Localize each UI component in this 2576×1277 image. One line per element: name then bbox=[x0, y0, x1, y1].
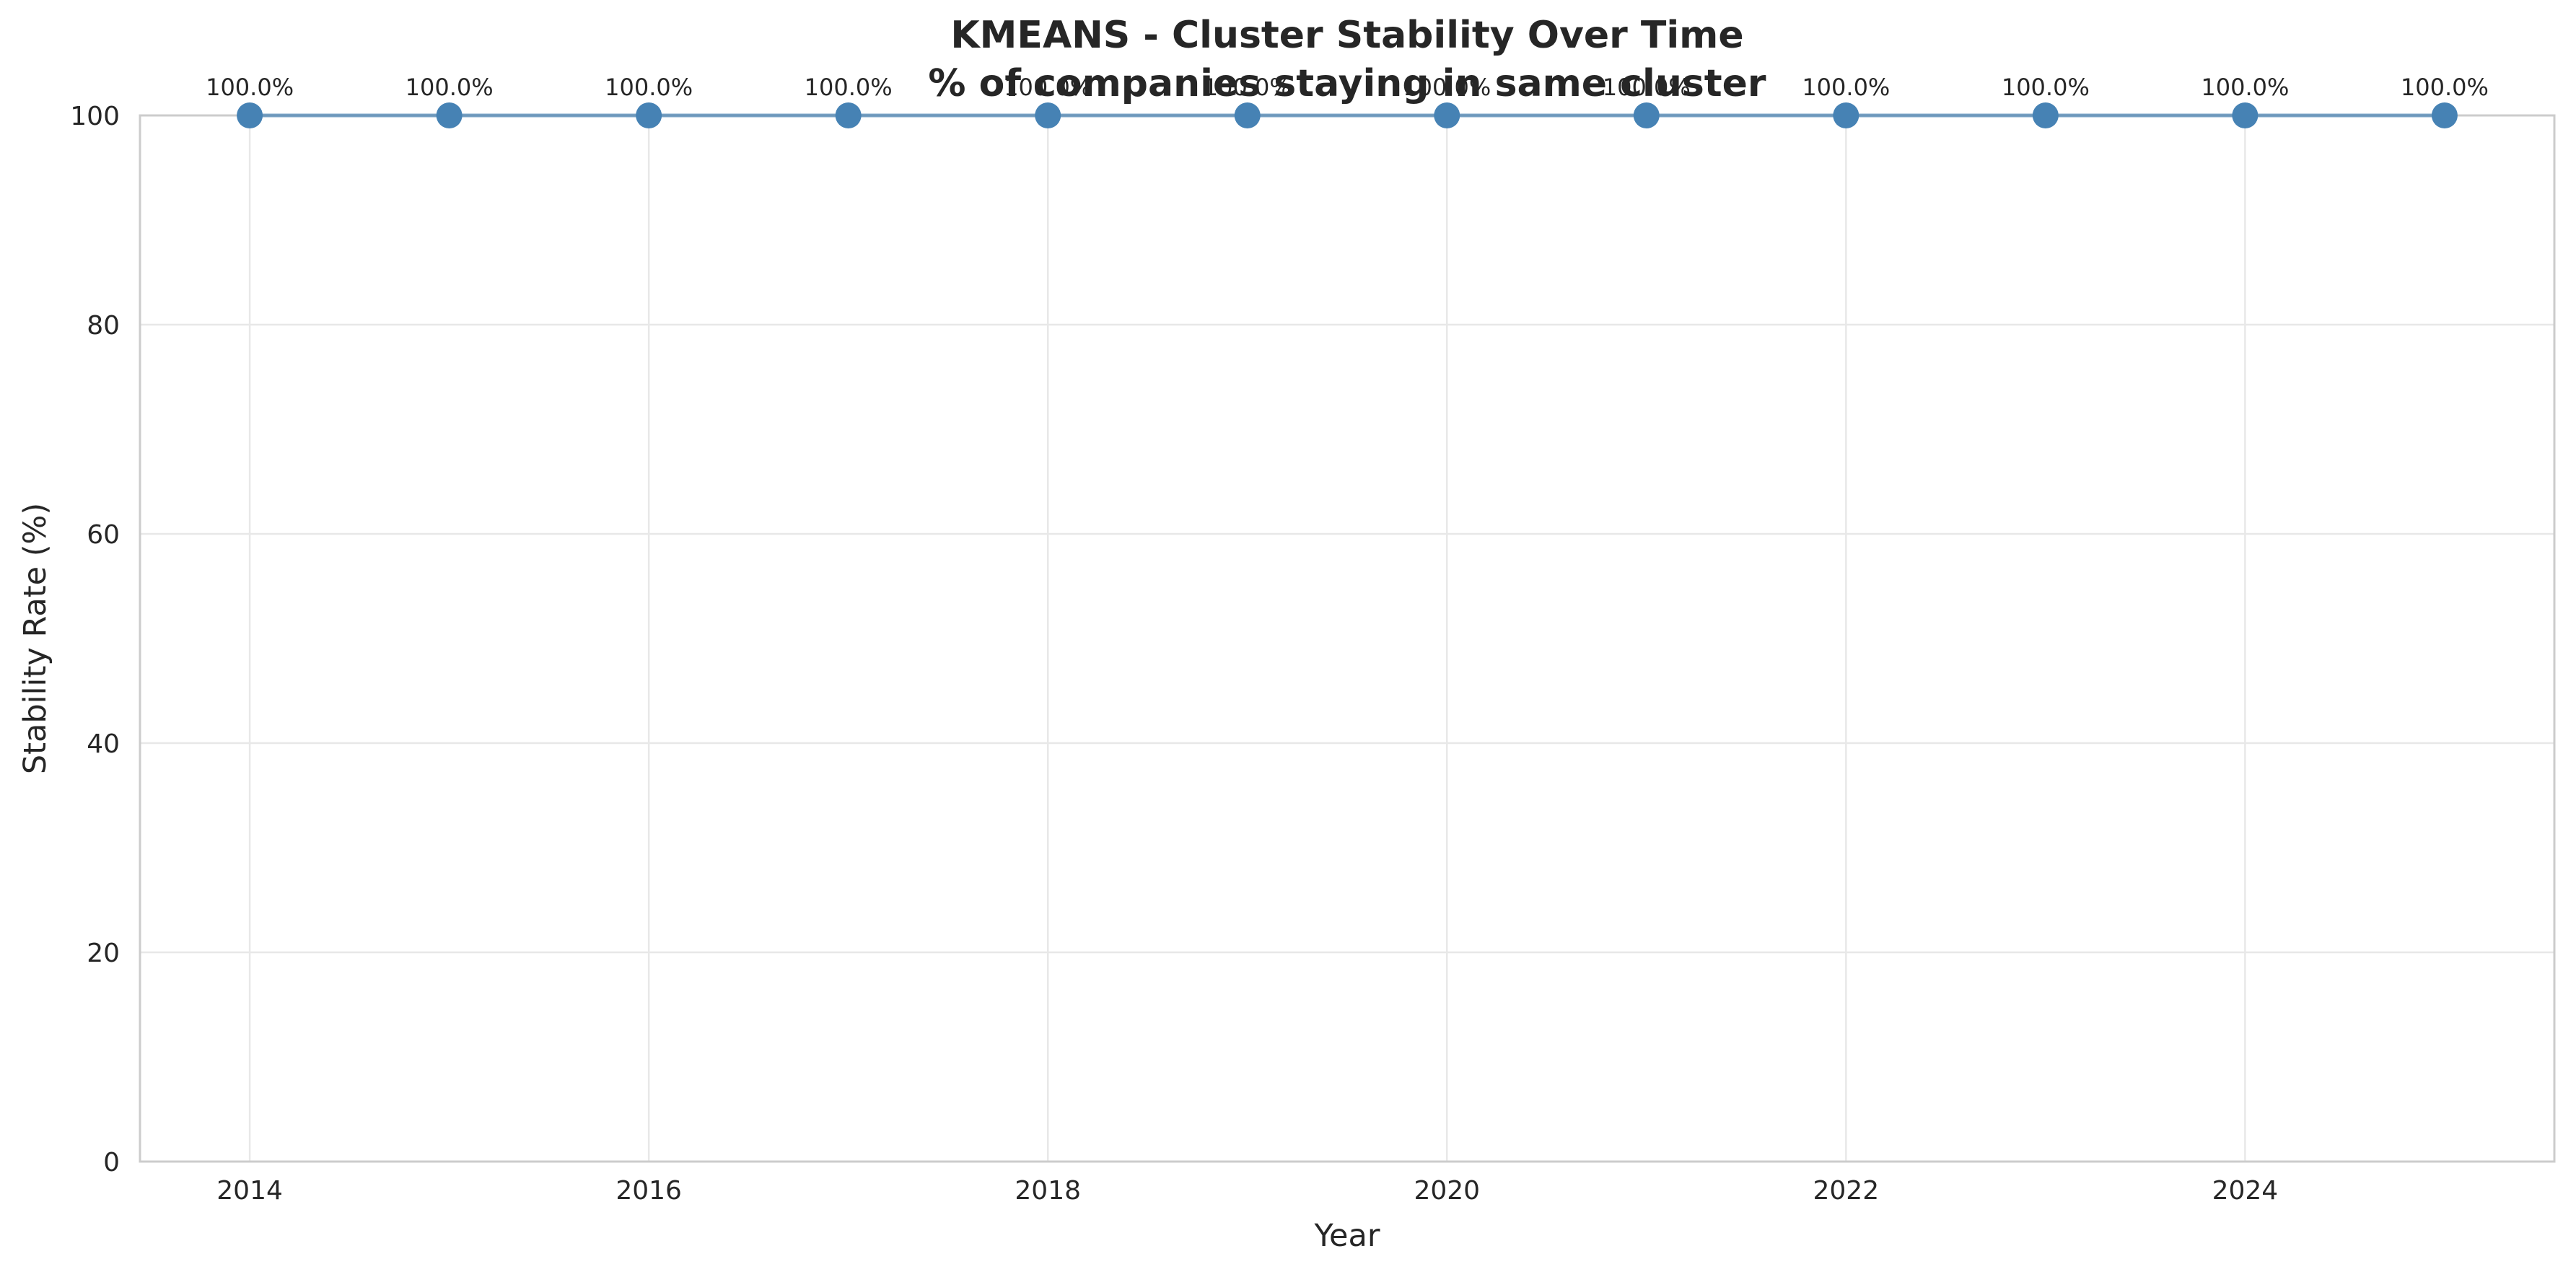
data-point bbox=[835, 102, 862, 128]
y-tick-label: 80 bbox=[87, 311, 120, 341]
data-point bbox=[1633, 102, 1660, 128]
x-tick-label: 2024 bbox=[2212, 1176, 2279, 1206]
data-label: 100.0% bbox=[1802, 74, 1890, 101]
data-label: 100.0% bbox=[1004, 74, 1092, 101]
data-point bbox=[2232, 102, 2259, 128]
x-axis-label: Year bbox=[1313, 1218, 1380, 1254]
data-point bbox=[1035, 102, 1061, 128]
data-label: 100.0% bbox=[406, 74, 494, 101]
data-point bbox=[237, 102, 263, 128]
y-tick-label: 0 bbox=[103, 1148, 120, 1177]
data-point bbox=[436, 102, 463, 128]
data-label: 100.0% bbox=[605, 74, 693, 101]
grid-layer bbox=[140, 114, 2554, 1163]
data-point bbox=[1234, 102, 1261, 128]
data-point bbox=[1833, 102, 1859, 128]
x-tick-label: 2016 bbox=[615, 1176, 682, 1206]
data-label: 100.0% bbox=[206, 74, 294, 101]
data-label-layer: 100.0% 100.0% 100.0% 100.0% 100.0% 100.0% 100.… bbox=[206, 74, 2489, 101]
data-label: 100.0% bbox=[1204, 74, 1292, 101]
data-point bbox=[2431, 102, 2458, 128]
x-tick-label: 2014 bbox=[216, 1176, 283, 1206]
data-label: 100.0% bbox=[1403, 74, 1491, 101]
tick-layer: 2014 2016 2018 2020 2022 2024 0 20 40 60 80 100 bbox=[70, 102, 2278, 1206]
x-tick-label: 2018 bbox=[1015, 1176, 1081, 1206]
chart-subtitle: % of companies staying in same cluster bbox=[928, 62, 1766, 105]
data-point bbox=[636, 102, 662, 128]
y-tick-label: 60 bbox=[87, 520, 120, 550]
y-tick-label: 100 bbox=[70, 102, 120, 131]
data-label: 100.0% bbox=[1603, 74, 1691, 101]
y-tick-label: 40 bbox=[87, 729, 120, 759]
x-tick-label: 2022 bbox=[1813, 1176, 1880, 1206]
data-label: 100.0% bbox=[2002, 74, 2090, 101]
x-tick-label: 2020 bbox=[1414, 1176, 1480, 1206]
chart-title: KMEANS - Cluster Stability Over Time bbox=[950, 14, 1743, 57]
data-label: 100.0% bbox=[2401, 74, 2489, 101]
data-point bbox=[2032, 102, 2059, 128]
y-tick-label: 20 bbox=[87, 939, 120, 968]
data-point bbox=[1434, 102, 1460, 128]
data-label: 100.0% bbox=[2201, 74, 2289, 101]
plot-frame bbox=[139, 114, 2556, 1163]
y-axis-label: Stability Rate (%) bbox=[17, 503, 53, 774]
series-layer bbox=[237, 102, 2458, 128]
data-label: 100.0% bbox=[805, 74, 893, 101]
